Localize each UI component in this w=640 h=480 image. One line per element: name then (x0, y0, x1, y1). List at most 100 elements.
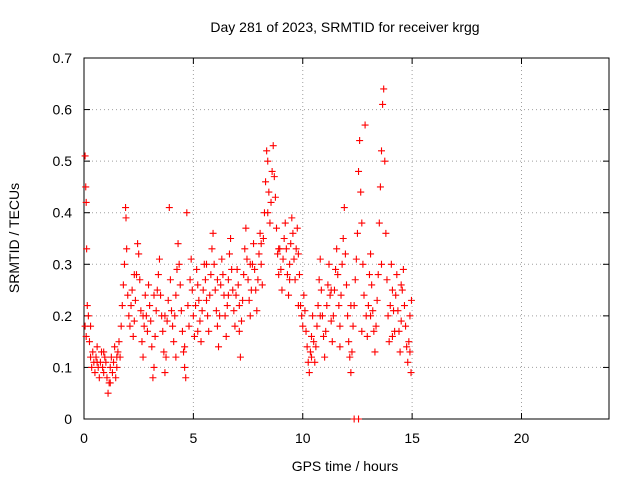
data-point (294, 250, 302, 258)
data-point (199, 286, 207, 294)
data-point (279, 255, 287, 263)
data-point (246, 260, 254, 268)
data-point (112, 374, 120, 382)
data-point (134, 240, 142, 248)
data-point (378, 147, 385, 155)
data-point (85, 338, 93, 346)
axis-ticks: 0 0.1 0.2 0.3 0.4 0.5 0.6 0.7 0 5 10 15 20 (53, 50, 609, 446)
data-point (285, 291, 293, 299)
data-point (388, 332, 396, 340)
data-point (194, 281, 202, 289)
data-point (130, 271, 138, 279)
data-point (324, 281, 332, 289)
data-point (184, 302, 192, 310)
data-point (234, 281, 242, 289)
data-point (375, 219, 383, 227)
data-point (396, 348, 404, 356)
data-point (82, 332, 90, 340)
data-point (145, 281, 153, 289)
data-point (407, 296, 415, 304)
data-point (188, 286, 196, 294)
data-point (235, 327, 243, 335)
data-point (263, 147, 271, 155)
data-point (338, 260, 346, 268)
data-point (384, 312, 392, 320)
data-point (125, 312, 133, 320)
data-point (203, 296, 210, 304)
data-point (376, 183, 384, 191)
data-point (159, 327, 167, 335)
data-point (177, 307, 185, 315)
data-point (209, 229, 217, 237)
data-point (137, 307, 145, 315)
data-point (286, 260, 294, 268)
y-tick-label: 0.4 (53, 205, 73, 221)
data-point (176, 281, 184, 289)
data-point (353, 229, 361, 237)
data-point (349, 322, 357, 330)
data-point (257, 260, 265, 268)
data-point (303, 343, 311, 351)
data-point (379, 100, 387, 108)
data-point (367, 312, 375, 320)
data-point (227, 235, 235, 242)
data-point (106, 379, 114, 387)
data-point (241, 245, 249, 253)
data-point (266, 219, 274, 227)
data-point (110, 358, 118, 366)
data-point (160, 348, 168, 356)
data-point (374, 271, 382, 279)
data-point (406, 348, 414, 356)
data-point (119, 281, 127, 289)
data-point (403, 343, 411, 351)
data-point (352, 255, 360, 263)
data-point (233, 265, 241, 273)
data-point (201, 276, 209, 284)
data-point (210, 260, 218, 268)
data-point (219, 271, 227, 279)
data-point (192, 302, 200, 310)
data-point (152, 307, 160, 315)
data-point (281, 219, 289, 227)
x-tick-label: 5 (189, 430, 197, 446)
x-tick-label: 15 (404, 430, 420, 446)
data-point (122, 214, 130, 222)
data-point (82, 198, 90, 206)
data-point (256, 229, 264, 237)
data-point (322, 327, 330, 335)
data-point (87, 322, 95, 330)
data-point (153, 286, 161, 294)
data-point (312, 343, 320, 351)
data-point (165, 204, 173, 212)
grid-lines (84, 58, 609, 419)
x-tick-label: 10 (295, 430, 311, 446)
data-point (155, 255, 163, 263)
data-point (320, 332, 328, 340)
data-point (231, 322, 239, 330)
data-point (327, 286, 335, 294)
data-point (289, 229, 297, 237)
data-point (168, 307, 175, 315)
data-point (361, 121, 369, 129)
data-point (386, 302, 394, 310)
y-tick-label: 0.6 (53, 102, 73, 118)
data-point (174, 240, 182, 248)
data-point (328, 338, 336, 346)
data-point (162, 353, 170, 361)
data-point (224, 276, 232, 284)
data-point (143, 327, 151, 335)
data-point (385, 338, 393, 346)
data-point (299, 322, 307, 330)
data-point (166, 276, 174, 284)
data-point (82, 183, 90, 191)
data-point (245, 296, 253, 304)
data-point (308, 353, 315, 361)
data-point (218, 255, 226, 263)
data-point (195, 296, 203, 304)
data-point (92, 353, 100, 361)
data-point (88, 363, 96, 371)
data-point (397, 317, 405, 325)
data-point (149, 374, 157, 382)
data-point (122, 204, 130, 212)
data-point (197, 338, 205, 346)
